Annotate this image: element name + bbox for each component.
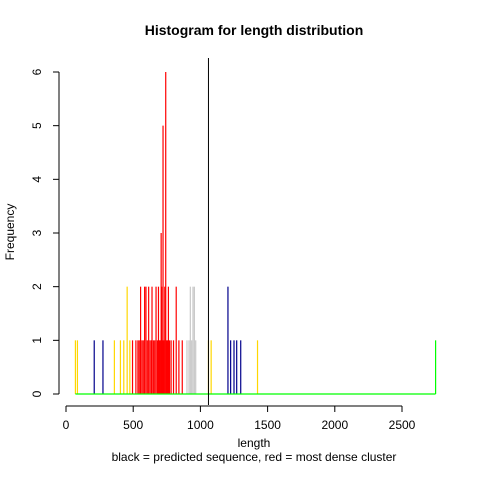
y-tick-label: 1	[30, 337, 44, 344]
y-tick-label: 6	[30, 68, 44, 75]
y-tick-label: 4	[30, 176, 44, 183]
y-tick-label: 2	[30, 283, 44, 290]
x-tick-label: 2500	[389, 418, 416, 432]
x-axis-label: length	[238, 436, 271, 450]
y-tick-label: 0	[30, 390, 44, 397]
axes-layer: 0 500 1000 1500 2000 2500 0 1 2 3 4 5 6	[30, 58, 416, 432]
x-tick-label: 1500	[254, 418, 281, 432]
y-axis-label: Frequency	[3, 204, 17, 261]
x-tick-label: 2000	[321, 418, 348, 432]
x-tick-label: 500	[123, 418, 143, 432]
x-axis-sublabel: black = predicted sequence, red = most d…	[112, 450, 397, 464]
x-tick-label: 1000	[187, 418, 214, 432]
y-tick-label: 3	[30, 229, 44, 236]
y-tick-label: 5	[30, 122, 44, 129]
chart-title: Histogram for length distribution	[145, 22, 364, 38]
bars-layer	[74, 72, 437, 395]
x-tick-label: 0	[63, 418, 70, 432]
